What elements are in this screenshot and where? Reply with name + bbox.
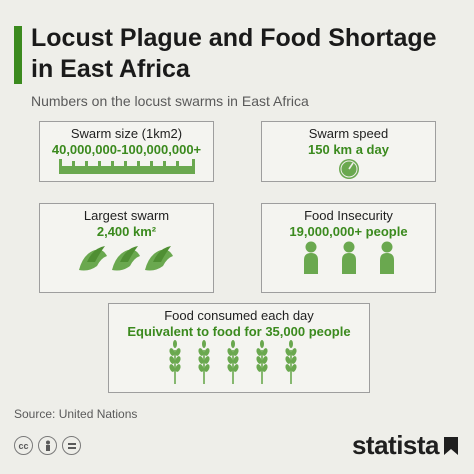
locust-icon [78, 246, 107, 271]
locust-icon [144, 246, 173, 271]
largest-swarm-card: Largest swarm 2,400 km² [39, 203, 214, 293]
food-insecurity-value: 19,000,000+ people [289, 224, 408, 239]
food-insecurity-label: Food Insecurity [304, 208, 393, 223]
food-insecurity-card: Food Insecurity 19,000,000+ people [261, 203, 436, 293]
swarm-speed-card: Swarm speed 150 km a day [261, 121, 436, 182]
no-derivatives-icon[interactable] [62, 436, 81, 455]
wheat-icon [254, 340, 270, 384]
person-icon [303, 241, 318, 274]
swarm-size-card: Swarm size (1km2) 40,000,000-100,000,000… [39, 121, 214, 182]
creative-commons-icon[interactable]: cc [14, 436, 33, 455]
ruler-icon [58, 159, 195, 174]
statista-flag-icon [444, 436, 458, 455]
person-icon [341, 241, 356, 274]
locust-icon [111, 246, 140, 271]
person-icon-group [303, 241, 394, 274]
wheat-icon [167, 340, 183, 384]
wheat-icon [196, 340, 212, 384]
swarm-speed-label: Swarm speed [308, 126, 389, 141]
swarm-size-label: Swarm size (1km2) [70, 126, 183, 141]
food-consumed-card: Food consumed each day Equivalent to foo… [108, 303, 370, 393]
food-consumed-label: Food consumed each day [164, 308, 314, 323]
wheat-icon [283, 340, 299, 384]
license-icons: cc [14, 436, 81, 455]
person-icon [379, 241, 394, 274]
wheat-icon [225, 340, 241, 384]
page-title: Locust Plague and Food Shortage in East … [31, 24, 437, 83]
speedometer-icon [338, 159, 359, 179]
swarm-size-value: 40,000,000-100,000,000+ [51, 142, 202, 157]
brand-wordmark: statista [351, 430, 440, 460]
food-consumed-value: Equivalent to food for 35,000 people [127, 324, 351, 339]
wheat-icon-group [167, 340, 299, 384]
attribution-icon[interactable] [38, 436, 57, 455]
largest-swarm-label: Largest swarm [83, 208, 170, 223]
swarm-speed-value: 150 km a day [308, 142, 389, 157]
source-note: Source: United Nations [14, 407, 138, 421]
statista-logo[interactable]: statista [352, 430, 460, 461]
locust-icon-group [78, 246, 173, 271]
page-subtitle: Numbers on the locust swarms in East Afr… [31, 93, 309, 109]
title-accent-bar [14, 26, 22, 84]
largest-swarm-value: 2,400 km² [96, 224, 157, 239]
